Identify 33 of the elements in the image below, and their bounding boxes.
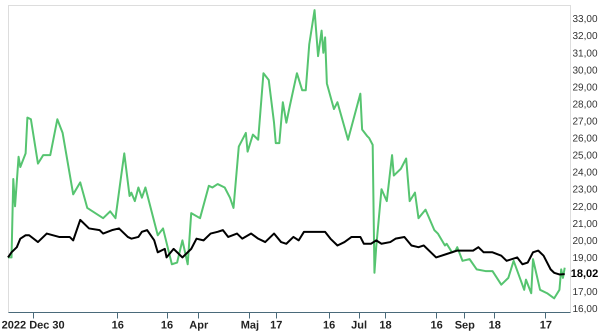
y-tick-label: 17,00	[572, 287, 598, 298]
x-tick-label: 17	[270, 320, 282, 332]
x-tick-label: Sep	[454, 320, 476, 332]
y-tick-label: 25,00	[572, 150, 598, 162]
y-tick-label: 30,00	[572, 65, 598, 76]
y-tick-label: 21,00	[572, 218, 598, 230]
y-tick-label: 26,00	[572, 134, 598, 145]
x-tick-label: 18	[488, 320, 501, 332]
y-tick-label: 19,00	[572, 252, 598, 264]
x-tick-label: Jul	[351, 320, 368, 332]
y-tick-label: 22,00	[572, 202, 598, 213]
x-tick-label: 17	[540, 320, 552, 332]
x-tick-label: 16	[323, 320, 336, 332]
line-series	[7, 218, 566, 276]
y-tick-label: 27,00	[572, 116, 598, 128]
x-tick-label: 18	[379, 320, 392, 332]
x-tick-label: Apr	[189, 320, 209, 332]
y-tick-label: 20,00	[572, 236, 598, 247]
annotation: 18,02	[570, 268, 598, 280]
y-tick-label: 28,00	[572, 99, 598, 110]
y-tick-label: 29,00	[572, 82, 598, 94]
y-tick-label: 32,00	[572, 31, 598, 42]
x-tick-label: 16	[430, 320, 443, 332]
y-tick-label: 23,00	[572, 184, 598, 196]
y-tick-label: 33,00	[572, 14, 598, 26]
x-tick-label: 16	[112, 320, 124, 332]
y-tick-label: 16,00	[572, 304, 598, 316]
x-tick-label: 16	[160, 320, 174, 332]
line-series	[7, 9, 566, 300]
y-tick-label: 24,00	[572, 168, 598, 179]
y-tick-label: 31,00	[572, 48, 598, 60]
x-tick-label: Maj	[240, 320, 260, 332]
x-tick-label: 2022 Dec 30	[2, 320, 65, 332]
